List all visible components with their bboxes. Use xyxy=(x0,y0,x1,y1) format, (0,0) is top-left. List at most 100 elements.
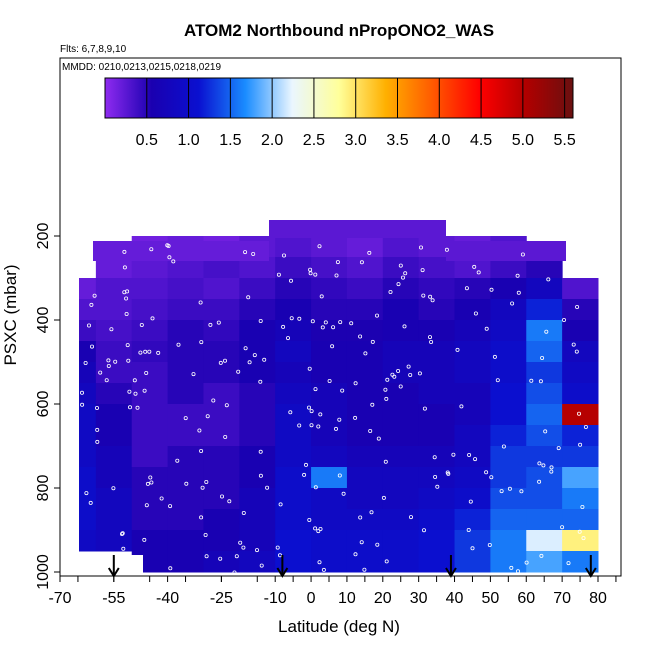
sample-marker xyxy=(539,553,544,558)
sample-marker xyxy=(168,504,173,509)
sample-marker xyxy=(353,381,358,386)
heatmap-cell xyxy=(418,278,456,300)
sample-marker xyxy=(219,494,224,499)
sample-marker xyxy=(359,260,364,265)
heatmap-cell xyxy=(311,320,348,342)
sample-marker xyxy=(316,529,321,534)
sample-marker xyxy=(251,251,256,256)
heatmap-cell xyxy=(311,551,348,573)
heatmap-cell xyxy=(167,320,204,342)
heatmap-cell xyxy=(446,241,566,261)
heatmap-cell xyxy=(203,278,240,300)
heatmap-cell xyxy=(562,425,599,447)
sample-marker xyxy=(254,548,259,553)
heatmap-cell xyxy=(418,551,456,573)
sample-marker xyxy=(398,263,403,268)
heatmap-cell xyxy=(167,404,204,426)
heatmap-cell xyxy=(382,467,420,489)
sample-marker xyxy=(433,474,438,479)
heatmap-cell xyxy=(382,341,420,363)
heatmap-cell xyxy=(418,446,456,468)
sample-marker xyxy=(578,442,583,447)
sample-marker xyxy=(384,396,389,401)
chart-title: ATOM2 Northbound nPropONO2_WAS xyxy=(184,21,494,40)
sample-marker xyxy=(80,402,85,407)
sample-marker xyxy=(575,304,580,309)
x-tick-label: -10 xyxy=(264,590,287,607)
sample-marker xyxy=(148,475,153,480)
colorbar-tick-label: 3.0 xyxy=(345,132,367,149)
sample-marker xyxy=(89,302,94,307)
heatmap-cell xyxy=(131,509,169,531)
sample-marker xyxy=(421,293,426,298)
x-tick-label: 30 xyxy=(410,590,428,607)
heatmap-cell xyxy=(526,446,563,468)
heatmap-cell xyxy=(562,467,599,489)
heatmap-cell xyxy=(93,241,269,261)
sample-marker xyxy=(234,554,239,559)
sample-marker xyxy=(258,449,263,454)
heatmap-cell xyxy=(490,551,527,573)
sample-marker xyxy=(122,290,127,295)
sample-marker xyxy=(144,503,149,508)
x-axis-label: Latitude (deg N) xyxy=(278,617,400,636)
heatmap-cell xyxy=(239,404,276,426)
sample-marker xyxy=(422,406,427,411)
sample-marker xyxy=(145,481,150,486)
heatmap-cell xyxy=(311,299,348,321)
sample-marker xyxy=(374,313,379,318)
colorbar-tick-label: 2.0 xyxy=(261,132,283,149)
heatmap-cell xyxy=(382,404,420,426)
sample-marker xyxy=(396,282,401,287)
heatmap-cell xyxy=(562,278,599,300)
heatmap-cell xyxy=(454,446,491,468)
heatmap-cell xyxy=(203,551,240,573)
sample-marker xyxy=(199,515,204,520)
x-tick-label: 40 xyxy=(446,590,464,607)
sample-marker xyxy=(402,324,407,329)
heatmap-cell xyxy=(382,257,420,279)
heatmap-cell xyxy=(311,383,348,405)
sample-marker xyxy=(577,411,582,416)
sample-marker xyxy=(362,567,367,572)
heatmap-cell xyxy=(131,530,169,552)
heatmap-cell xyxy=(382,488,420,510)
sample-marker xyxy=(289,316,294,321)
sample-marker xyxy=(484,326,489,331)
heatmap-cell xyxy=(203,488,240,510)
sample-marker xyxy=(142,537,147,542)
sample-marker xyxy=(408,515,413,520)
sample-marker xyxy=(487,543,492,548)
heatmap-cell xyxy=(562,299,599,321)
sample-marker xyxy=(541,463,546,468)
heatmap-cell xyxy=(95,425,133,447)
sample-marker xyxy=(281,324,286,329)
heatmap-cell xyxy=(454,320,491,342)
heatmap-cell xyxy=(203,341,240,363)
y-tick-label: 400 xyxy=(35,307,52,334)
sample-marker xyxy=(122,265,127,270)
heatmap-cell xyxy=(562,488,599,510)
sample-marker xyxy=(259,563,264,568)
sample-marker xyxy=(358,515,363,520)
heatmap-cell xyxy=(526,299,563,321)
sample-marker xyxy=(340,388,345,393)
heatmap-cell xyxy=(382,509,420,531)
sample-marker xyxy=(241,510,246,515)
heatmap-cell xyxy=(382,236,420,258)
sample-marker xyxy=(222,358,227,363)
y-tick-label: 200 xyxy=(35,223,52,250)
heatmap-cell xyxy=(311,425,348,447)
heatmap-cell xyxy=(490,509,527,531)
sample-marker xyxy=(318,527,323,532)
sample-marker xyxy=(80,390,85,395)
sample-marker xyxy=(306,405,311,410)
sample-marker xyxy=(198,300,203,305)
sample-marker xyxy=(428,294,433,299)
heatmap-cell xyxy=(454,467,491,489)
heatmap-cell xyxy=(454,530,491,552)
sample-marker xyxy=(572,243,577,248)
sample-marker xyxy=(243,250,248,255)
sample-marker xyxy=(88,500,93,505)
sample-marker xyxy=(120,531,125,536)
